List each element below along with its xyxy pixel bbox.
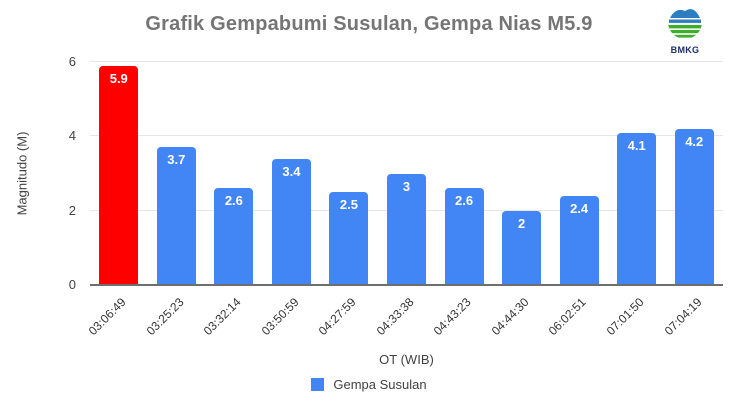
bmkg-logo-text: BMKG [670, 45, 700, 55]
bar-value-label: 4.1 [627, 137, 646, 153]
y-tick-labels: 0 2 4 6 [0, 54, 76, 292]
y-tick-label-0: 0 [68, 277, 76, 292]
x-tick-label: 03:32:14 [200, 295, 244, 338]
x-axis-title: OT (WIB) [379, 352, 434, 367]
legend-swatch-gempa-susulan [311, 378, 325, 391]
bar-column: 2.6 [435, 62, 493, 285]
bar-column: 2.6 [205, 62, 263, 285]
bar-07:04:19: 4.2 [674, 128, 714, 285]
y-tick-label-4: 4 [68, 128, 76, 144]
bar-03:50:59: 3.4 [271, 158, 311, 285]
bar-value-label: 4.2 [685, 133, 704, 149]
gridline-4 [90, 135, 723, 137]
x-tick-label: 04:44:30 [488, 295, 532, 338]
bar-column: 5.9 [90, 62, 148, 285]
bar-04:33:38: 3 [387, 173, 426, 285]
bar-03:25:23: 3.7 [156, 147, 196, 285]
x-tick-label: 04:27:59 [315, 295, 359, 338]
y-tick-label-6: 6 [68, 54, 76, 69]
x-tick-label: 04:43:23 [431, 295, 474, 338]
x-tick-label: 03:50:59 [258, 295, 302, 338]
bar-value-label: 2.5 [339, 197, 358, 213]
bar-03:32:14: 2.6 [214, 188, 254, 285]
bar-04:27:59: 2.5 [329, 192, 369, 285]
bar-value-label: 2.6 [224, 193, 243, 209]
bar-value-label: 3.4 [282, 163, 301, 179]
y-tick-label-2: 2 [68, 202, 76, 218]
bar-value-label: 5.9 [109, 70, 128, 86]
bar-value-label: 2.6 [455, 193, 474, 209]
bar-03:06:49: 5.9 [99, 65, 139, 285]
bar-column: 2.5 [320, 62, 378, 285]
bar-value-label: 3.7 [167, 152, 186, 168]
bar-column: 3.4 [263, 62, 321, 285]
bar-value-label: 2.4 [570, 200, 589, 216]
bmkg-logo-icon [668, 5, 702, 39]
bmkg-logo: BMKG [660, 3, 710, 55]
bar-06:02:51: 2.4 [559, 195, 599, 285]
legend: Gempa Susulan [0, 377, 738, 392]
bar-value-label: 2 [517, 215, 526, 231]
x-tick-label: 07:04:19 [661, 295, 705, 338]
x-tick-label: 06:02:51 [546, 295, 590, 338]
plot-area: 5.9 3.7 2.6 3.4 2.5 3 2.6 2 2.4 4.1 4.2 [90, 61, 723, 286]
legend-label: Gempa Susulan [333, 377, 427, 392]
bar-07:01:50: 4.1 [617, 132, 657, 285]
x-tick-labels: 03:06:49 03:25:23 03:32:14 03:50:59 04:27:59… [86, 289, 723, 345]
x-tick-label: 03:06:49 [85, 295, 129, 338]
bar-04:43:23: 2.6 [444, 188, 484, 285]
x-tick-label: 03:25:23 [143, 295, 187, 338]
bars: 5.9 3.7 2.6 3.4 2.5 3 2.6 2 2.4 4.1 4.2 [90, 62, 723, 285]
bar-04:44:30: 2 [502, 210, 542, 285]
bar-column: 4.1 [608, 62, 666, 285]
gridline-6 [90, 61, 723, 62]
bar-column: 4.2 [665, 62, 723, 285]
bar-column: 2.4 [550, 62, 608, 285]
x-tick-label: 07:01:50 [603, 295, 647, 338]
x-axis-baseline [90, 284, 723, 286]
chart-title: Grafik Gempabumi Susulan, Gempa Nias M5.… [145, 13, 593, 35]
bar-value-label: 3 [402, 178, 411, 194]
bar-column: 3.7 [148, 62, 206, 285]
x-tick-label: 04:33:38 [373, 295, 417, 338]
bar-column: 2 [493, 62, 551, 285]
bar-column: 3 [378, 62, 436, 285]
